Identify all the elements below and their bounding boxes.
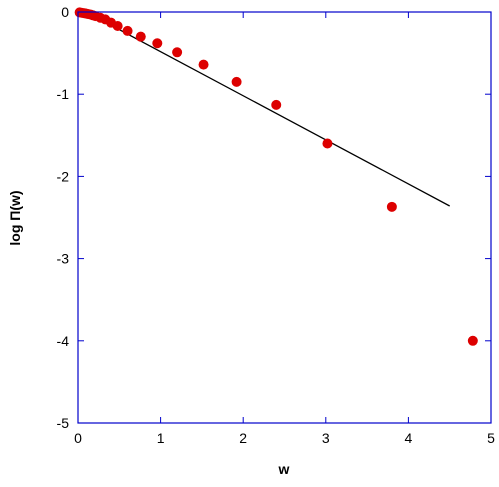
data-point	[467, 335, 478, 346]
data-point	[152, 38, 163, 49]
axis-ticks	[77, 11, 492, 424]
fit-line	[85, 11, 451, 207]
y-tick-label: -4	[57, 333, 70, 349]
x-tick-label: 3	[322, 430, 330, 446]
x-tick-labels: 0 1 2 3 4 5	[74, 430, 495, 446]
data-point	[198, 59, 209, 70]
data-point	[386, 201, 397, 212]
x-tick-label: 1	[157, 430, 165, 446]
x-tick-label: 2	[239, 430, 247, 446]
x-tick-label: 4	[405, 430, 413, 446]
y-axis-label: log Π(w)	[7, 190, 23, 245]
y-tick-label: -3	[57, 251, 70, 267]
y-tick-label: -2	[57, 168, 70, 184]
y-tick-label: 0	[61, 4, 69, 20]
x-tick-label: 5	[487, 430, 495, 446]
data-point	[231, 76, 242, 87]
y-tick-labels: 0 -1 -2 -3 -4 -5	[57, 4, 70, 431]
data-point	[322, 138, 333, 149]
fit-line-layer	[85, 11, 451, 207]
plot-frame	[77, 11, 492, 424]
data-point	[135, 31, 146, 42]
data-point	[112, 20, 123, 31]
data-point	[122, 25, 133, 36]
y-tick-label: -5	[57, 415, 70, 431]
y-tick-label: -1	[57, 86, 70, 102]
x-axis-label: w	[278, 461, 290, 477]
data-point	[172, 47, 183, 58]
data-point	[271, 99, 282, 110]
data-points-layer	[74, 7, 478, 346]
x-tick-label: 0	[74, 430, 82, 446]
